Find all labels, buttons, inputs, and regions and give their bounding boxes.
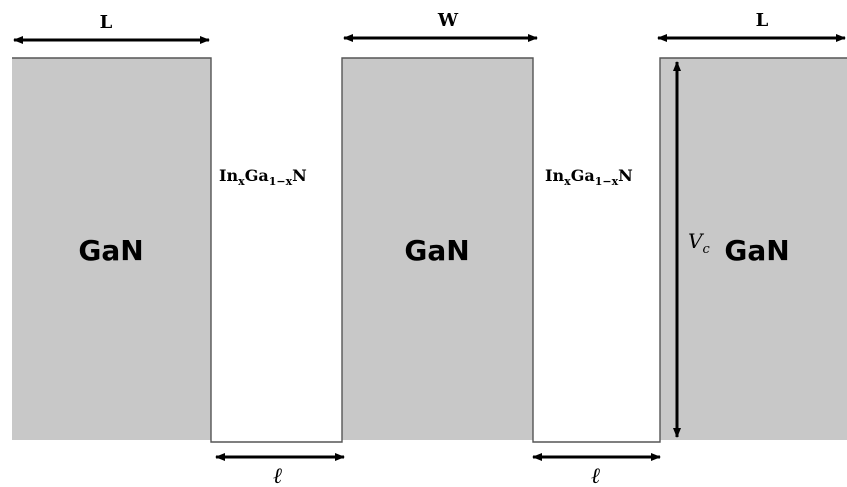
barrier-label-left: GaN (78, 234, 143, 267)
well-material-label-2: InxGa1−xN (545, 166, 633, 188)
barrier-width-label-left: L (100, 12, 113, 33)
barrier-label-right: GaN (724, 234, 789, 267)
barrier-width-label-middle: W (437, 10, 459, 31)
well-width-label-2: ℓ (591, 463, 600, 487)
barrier-block-left (12, 58, 211, 440)
barrier-label-middle: GaN (404, 234, 469, 267)
barrier-block-right (660, 58, 847, 440)
barrier-width-label-right: L (756, 10, 769, 31)
potential-profile-line (12, 57, 847, 443)
well-material-label-1: InxGa1−xN (219, 166, 307, 188)
potential-height-label: Vc (688, 229, 710, 257)
well-width-label-1: ℓ (273, 463, 282, 487)
barrier-block-middle (342, 58, 533, 440)
